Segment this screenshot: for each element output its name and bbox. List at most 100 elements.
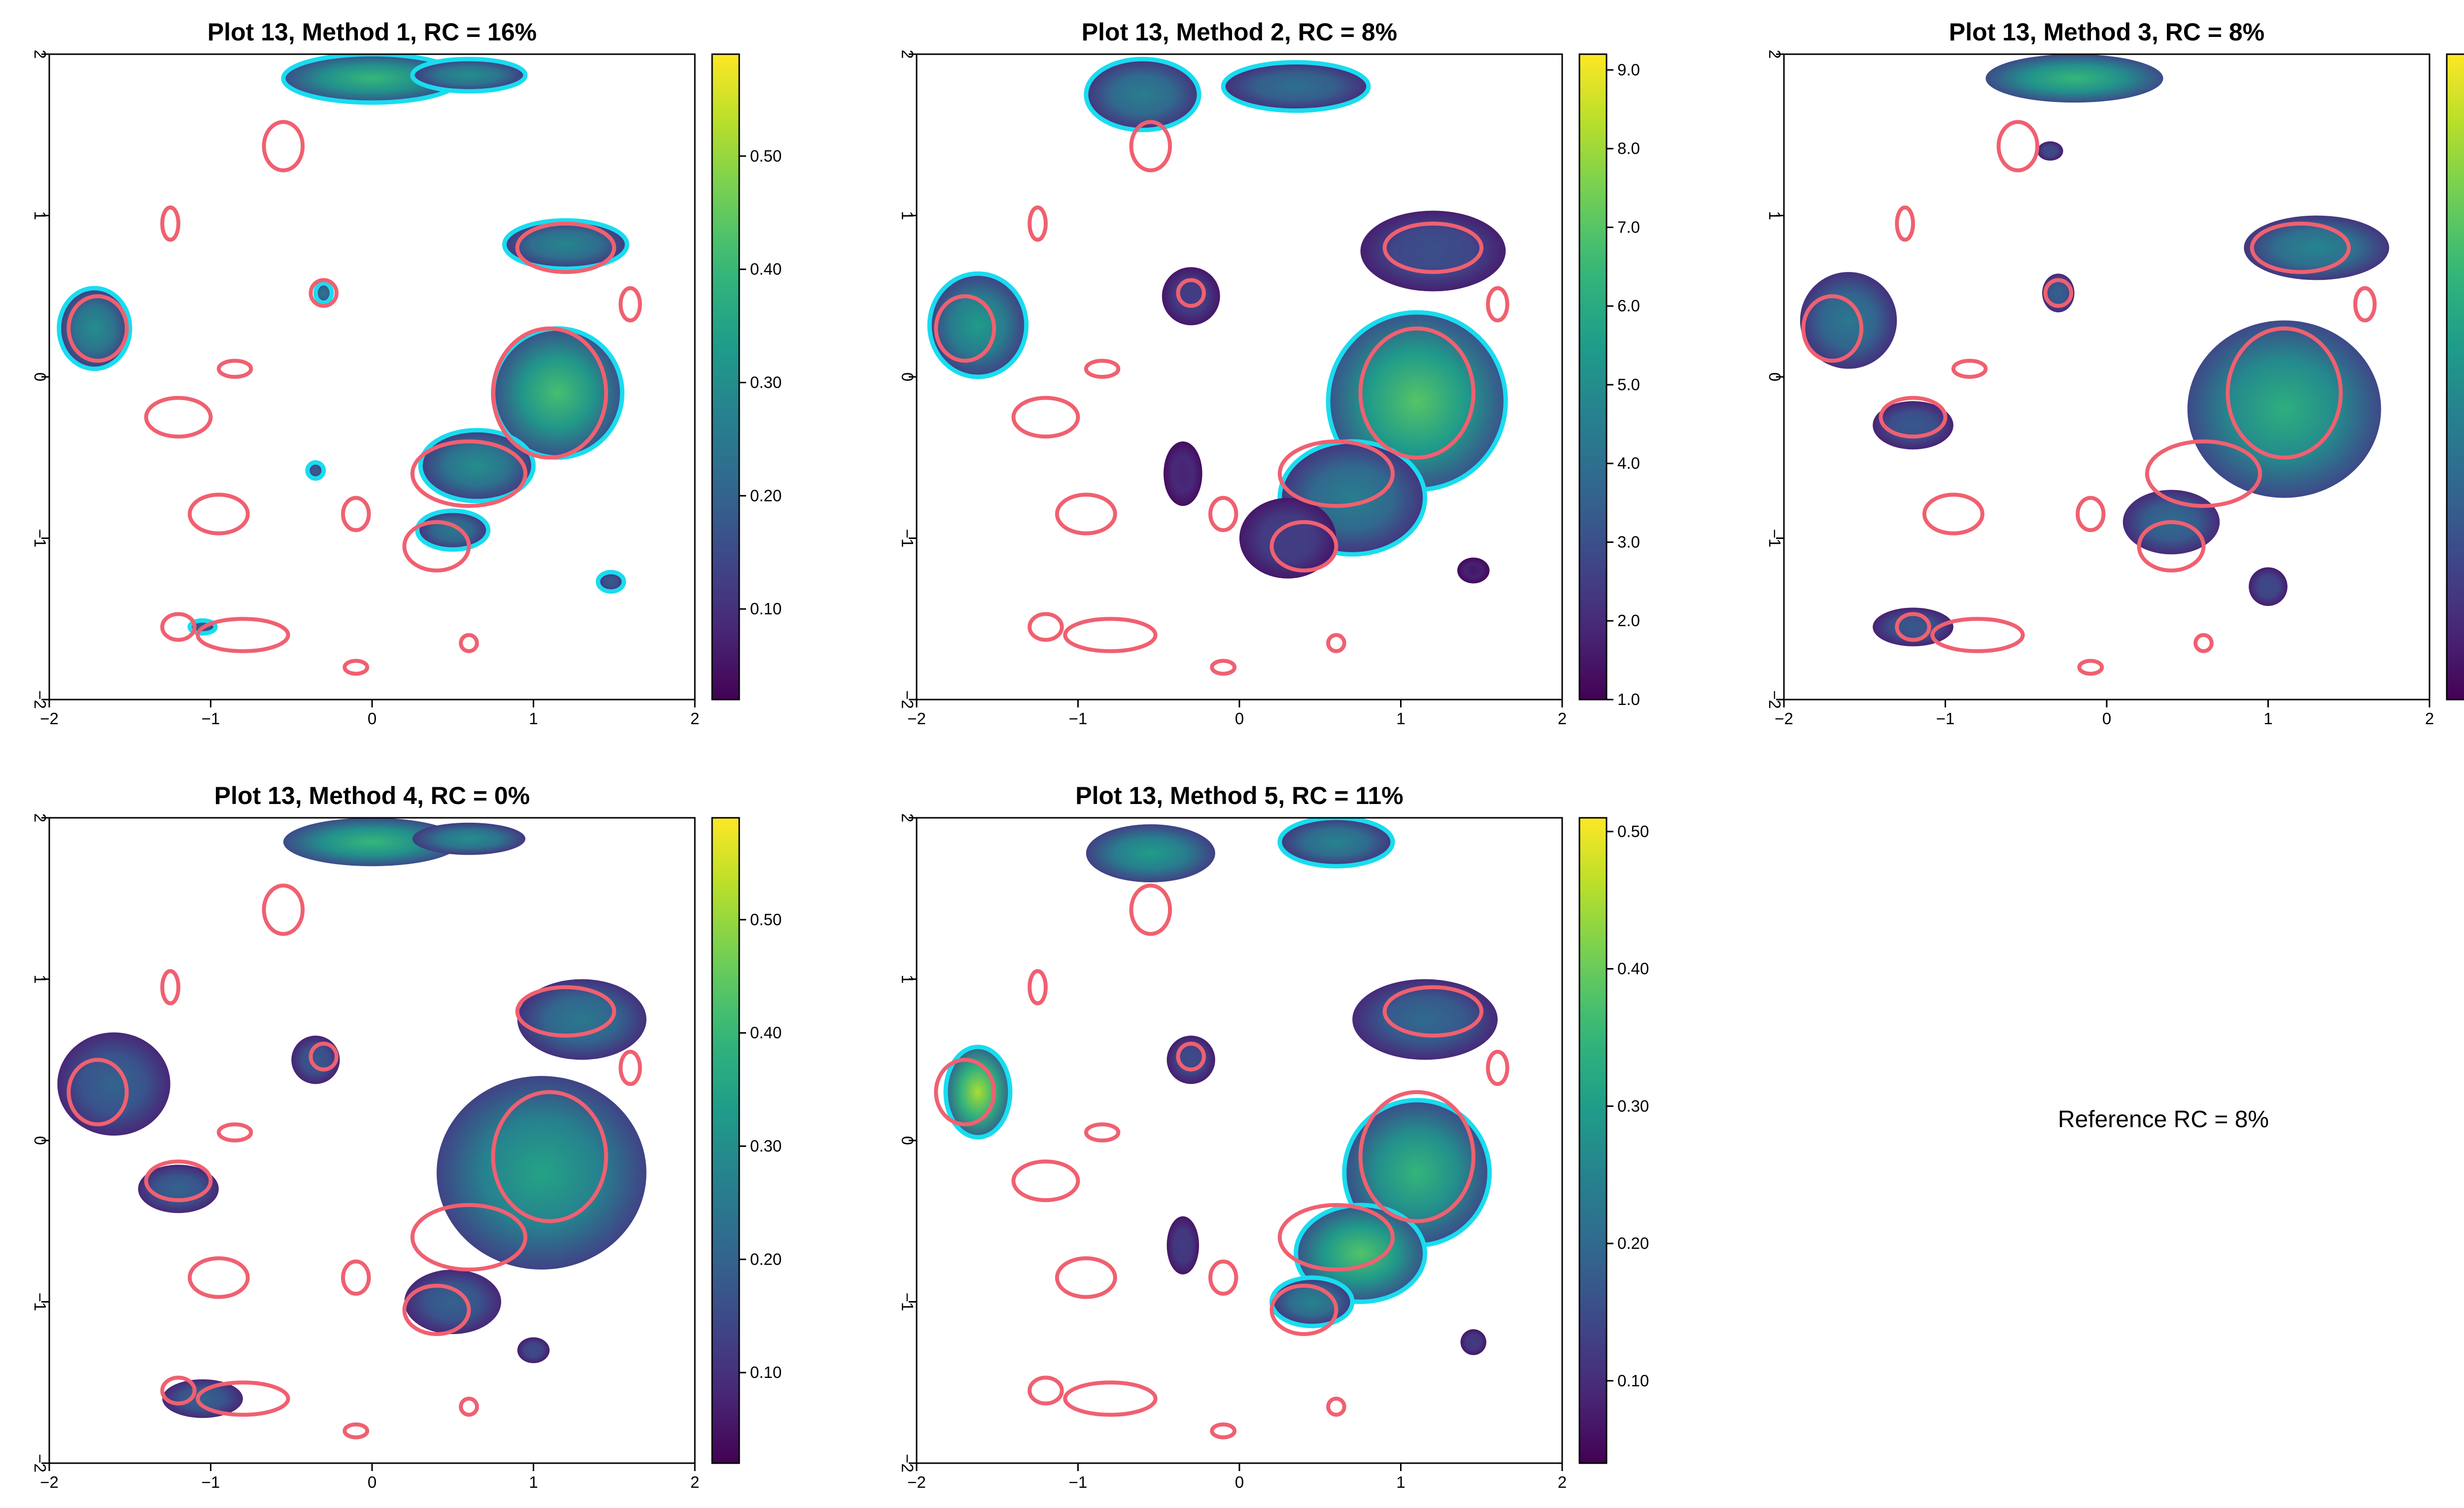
x-tick-label: 0 — [368, 709, 376, 728]
y-tick-label: 1 — [898, 211, 917, 220]
heat-patch — [404, 1270, 501, 1334]
y-tick-label: −2 — [31, 1454, 49, 1473]
colorbar-tick-label: 9.0 — [1617, 61, 1640, 79]
x-tick-label: 0 — [1235, 709, 1244, 728]
x-tick-label: 2 — [690, 709, 699, 728]
chart-title: Plot 13, Method 1, RC = 16% — [207, 18, 537, 46]
heat-patch — [1166, 1036, 1215, 1084]
reference-outline — [2145, 439, 2262, 508]
reference-outline — [491, 326, 608, 460]
reference-outline — [618, 286, 642, 323]
colorbar-tick-label: 0.50 — [750, 910, 782, 929]
heat-patch — [1271, 1277, 1353, 1326]
detected-outline — [1221, 60, 1371, 113]
x-tick-label: 2 — [1558, 1473, 1567, 1491]
heat-patch — [945, 1047, 1010, 1138]
reference-outline — [1210, 659, 1237, 676]
heat-patch — [315, 283, 332, 303]
colorbar-tick-label: 0.20 — [750, 1250, 782, 1268]
reference-outline — [1055, 493, 1117, 536]
y-tick-label: 0 — [1766, 372, 1784, 381]
heat-patch — [1223, 62, 1369, 111]
x-tick-label: 1 — [1396, 1473, 1405, 1491]
reference-outline — [1277, 439, 1395, 508]
reference-outline — [1277, 1203, 1395, 1272]
colorbar — [1578, 817, 1608, 1464]
y-tick-label: −2 — [1766, 690, 1784, 709]
heat-patch — [504, 220, 627, 269]
colorbar — [2446, 53, 2464, 701]
reference-outline — [1486, 286, 1509, 323]
reference-outline — [308, 278, 339, 308]
heat-patch — [1985, 54, 2163, 103]
reference-outline — [342, 659, 370, 676]
reference-outline — [1879, 396, 1948, 439]
reference-outline — [160, 612, 197, 642]
x-tick-label: 1 — [1396, 709, 1405, 728]
heat-patch — [283, 54, 461, 103]
y-tick-label: −1 — [31, 529, 49, 548]
detected-outline — [1277, 818, 1395, 869]
y-tick-label: 1 — [1766, 211, 1784, 220]
plot-area — [57, 54, 642, 676]
plot-area — [57, 818, 647, 1440]
chart-title: Plot 13, Method 2, RC = 8% — [1082, 18, 1397, 46]
reference-outline — [1269, 1283, 1338, 1336]
y-tick-label: 2 — [1766, 50, 1784, 59]
x-tick-label: −2 — [907, 1473, 926, 1491]
heat-patch — [517, 1337, 550, 1363]
reference-rc-label: Reference RC = 8% — [2057, 1106, 2269, 1133]
reference-outline — [160, 969, 180, 1005]
reference-outline — [160, 1375, 197, 1406]
x-tick-label: −1 — [1069, 709, 1088, 728]
x-tick-label: −2 — [40, 709, 59, 728]
reference-outline — [1326, 633, 1346, 653]
x-tick-label: −1 — [202, 709, 220, 728]
chart-panel: Plot 13, Method 2, RC = 8% −2 −1 0 1 2 −2 −1 0 1 2… — [898, 18, 1640, 728]
reference-outline — [1084, 359, 1121, 379]
x-tick-label: −1 — [202, 1473, 220, 1491]
x-tick-label: −2 — [1775, 709, 1793, 728]
reference-outline — [144, 1159, 213, 1203]
heat-patch — [437, 1076, 647, 1270]
y-tick-label: −2 — [898, 1454, 917, 1473]
detected-outline — [410, 57, 528, 94]
reference-outline — [67, 294, 129, 363]
chart-panel: Plot 13, Method 5, RC = 11% −2 −1 0 1 2 −2 −1 0 1… — [898, 782, 1649, 1491]
reference-outline — [459, 633, 479, 653]
y-tick-label: −1 — [31, 1293, 49, 1311]
heat-patch — [412, 822, 526, 855]
y-tick-label: 2 — [31, 50, 49, 59]
colorbar-tick-label: 0.30 — [1617, 1097, 1649, 1115]
reference-outline — [144, 396, 213, 439]
reference-outline — [402, 1283, 471, 1336]
reference-outline — [515, 985, 616, 1038]
colorbar-tick-label: 0.40 — [750, 260, 782, 278]
y-tick-label: 2 — [31, 813, 49, 822]
heat-patch — [412, 59, 526, 92]
chart-title: Plot 13, Method 4, RC = 0% — [214, 782, 530, 809]
colorbar-tick-label: 1.0 — [1617, 690, 1640, 708]
heat-patch — [57, 1032, 171, 1136]
reference-outline — [1358, 326, 1475, 460]
heat-patch — [1873, 401, 1953, 450]
colorbar-tick-label: 0.50 — [750, 147, 782, 165]
reference-outline — [341, 496, 371, 533]
reference-outline — [1269, 520, 1338, 572]
reference-outline — [1382, 985, 1484, 1038]
reference-outline — [262, 883, 305, 936]
y-tick-label: 0 — [898, 372, 917, 381]
y-tick-label: −1 — [898, 1293, 917, 1311]
y-tick-label: −1 — [1766, 529, 1784, 548]
detected-outline — [418, 428, 536, 503]
plot-area — [1800, 54, 2390, 676]
reference-outline — [2193, 633, 2214, 653]
reference-outline — [2076, 496, 2106, 533]
colorbar-tick-label: 8.0 — [1617, 139, 1640, 158]
x-tick-label: −1 — [1069, 1473, 1088, 1491]
heat-patch — [1457, 557, 1490, 584]
heat-patch — [1279, 818, 1393, 867]
reference-outline — [1055, 1256, 1117, 1299]
detected-outline — [187, 618, 218, 636]
